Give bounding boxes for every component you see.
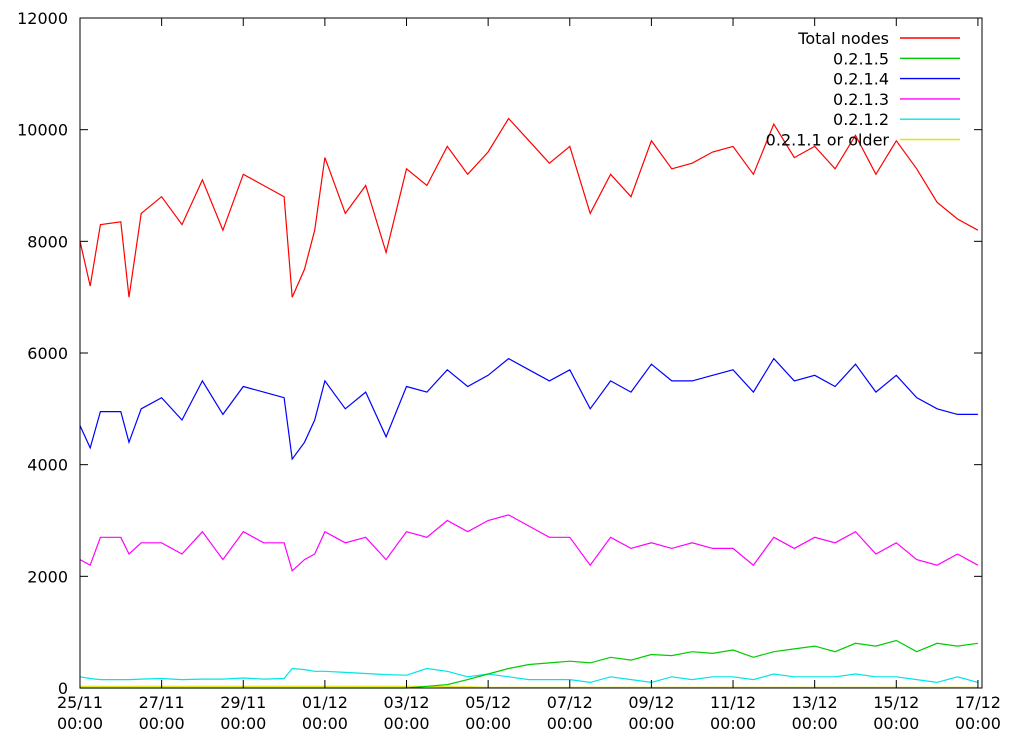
x-tick-label-date: 27/11 (139, 693, 185, 712)
legend-label: 0.2.1.5 (833, 49, 889, 68)
series-line-4 (79, 667, 979, 684)
legend-label: 0.2.1.2 (833, 110, 889, 129)
y-tick-label: 8000 (27, 232, 68, 251)
x-tick-label-time: 00:00 (57, 714, 103, 733)
series-line-0 (79, 117, 979, 298)
legend-label: 0.2.1.3 (833, 90, 889, 109)
x-tick-label-time: 00:00 (955, 714, 1001, 733)
y-tick-label: 10000 (17, 121, 68, 140)
x-tick-label-time: 00:00 (302, 714, 348, 733)
x-tick-label-time: 00:00 (465, 714, 511, 733)
x-tick-label-time: 00:00 (383, 714, 429, 733)
y-tick-label: 6000 (27, 344, 68, 363)
x-tick-label-date: 17/12 (955, 693, 1001, 712)
x-tick-label-time: 00:00 (220, 714, 266, 733)
x-tick-label-date: 29/11 (220, 693, 266, 712)
series-layer (79, 117, 979, 689)
x-tick-label-date: 11/12 (710, 693, 756, 712)
x-tick-label-time: 00:00 (628, 714, 674, 733)
series-line-1 (80, 639, 978, 689)
x-tick-label-date: 01/12 (302, 693, 348, 712)
x-tick-label-time: 00:00 (873, 714, 919, 733)
x-tick-label-date: 13/12 (792, 693, 838, 712)
x-tick-label-date: 15/12 (873, 693, 919, 712)
series-line-5 (80, 685, 978, 689)
legend-label: 0.2.1.1 or older (766, 131, 890, 150)
x-tick-label-date: 07/12 (547, 693, 593, 712)
x-tick-label-date: 09/12 (628, 693, 674, 712)
legend-label: Total nodes (797, 29, 889, 48)
legend-label: 0.2.1.4 (833, 70, 889, 89)
x-tick-label-date: 25/11 (57, 693, 103, 712)
ticks-layer: 0 2000 4000 6000 8000 10000 12000 25/11 00:00 27/… (17, 9, 1001, 733)
x-tick-label-time: 00:00 (547, 714, 593, 733)
x-tick-label-time: 00:00 (139, 714, 185, 733)
y-tick-label: 12000 (17, 9, 68, 28)
x-tick-label-date: 03/12 (383, 693, 429, 712)
series-line-3 (79, 514, 979, 572)
x-tick-label-date: 05/12 (465, 693, 511, 712)
series-line-2 (79, 357, 978, 461)
y-tick-label: 4000 (27, 456, 68, 475)
y-tick-label: 2000 (27, 567, 68, 586)
x-tick-label-time: 00:00 (792, 714, 838, 733)
x-tick-label-time: 00:00 (710, 714, 756, 733)
y-tick-label: 0 (58, 679, 68, 698)
